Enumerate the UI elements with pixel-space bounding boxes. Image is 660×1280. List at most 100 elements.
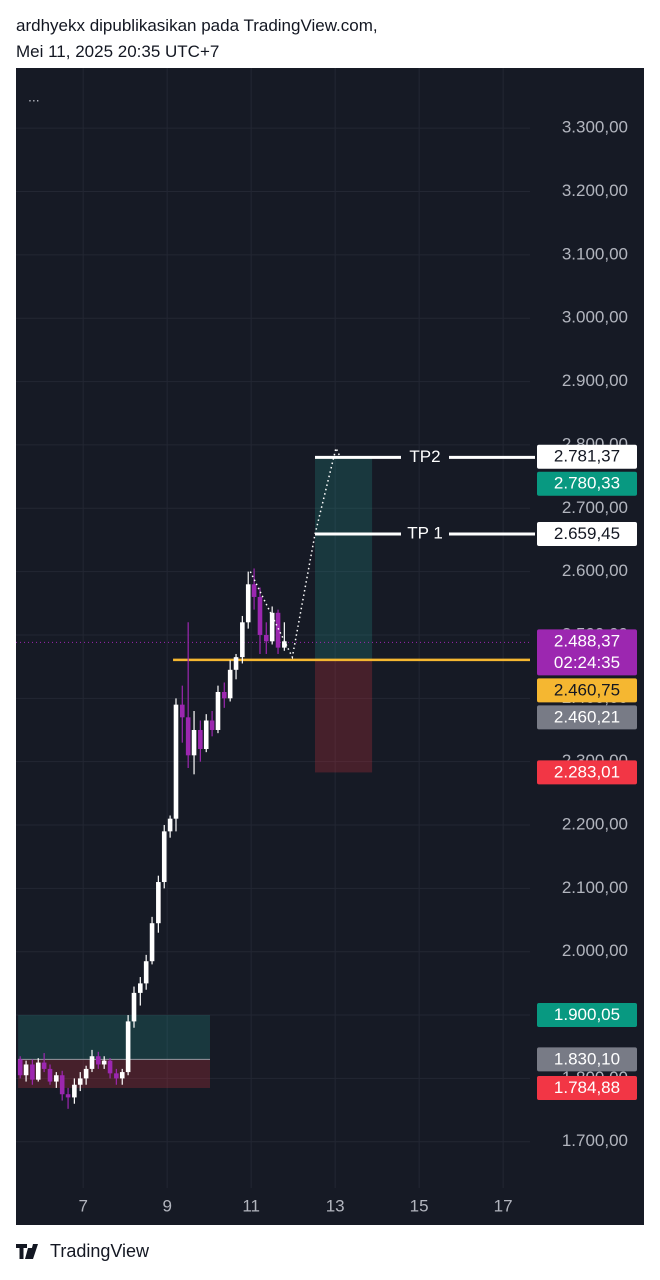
candle-body — [191, 729, 197, 756]
y-tick-label: 3.300,00 — [562, 118, 628, 137]
candle-body — [209, 720, 215, 730]
candle-body — [65, 1094, 71, 1098]
candle-body — [83, 1068, 89, 1079]
header-line: Mei 11, 2025 20:35 UTC+7 — [16, 42, 220, 61]
candle-body — [119, 1072, 125, 1079]
candle-body — [138, 983, 143, 993]
candle-body — [107, 1060, 113, 1074]
candle-body — [251, 584, 257, 597]
header-line: ardhyekx dipublikasikan pada TradingView… — [16, 16, 378, 35]
y-tick-label: 2.700,00 — [562, 498, 628, 517]
candle-body — [233, 657, 239, 670]
candle-body — [167, 818, 173, 832]
target-zone — [18, 1015, 211, 1060]
price-label-box — [537, 1047, 637, 1072]
candle-body — [149, 923, 155, 962]
candle-body — [185, 717, 191, 756]
candle-body — [41, 1062, 47, 1069]
candle-body — [47, 1068, 53, 1082]
price-label-box — [537, 678, 637, 703]
x-tick-label: 15 — [410, 1196, 429, 1215]
y-tick-label: 2.000,00 — [562, 941, 628, 960]
candle-body — [30, 1064, 35, 1080]
y-tick-label: 2.100,00 — [562, 878, 628, 897]
stop-zone — [18, 1059, 211, 1088]
y-tick-label: 2.200,00 — [562, 814, 628, 833]
candle-body — [59, 1075, 65, 1095]
price-label-sub: 02:24:35 — [554, 653, 620, 672]
y-tick-label: 3.200,00 — [562, 181, 628, 200]
price-label-box — [537, 629, 637, 676]
candle-body — [35, 1062, 41, 1080]
candle-body — [143, 961, 149, 984]
y-tick-label: 3.000,00 — [562, 308, 628, 327]
candle-body — [131, 992, 137, 1022]
y-tick-label: 3.100,00 — [562, 244, 628, 263]
x-tick-label: 11 — [242, 1196, 260, 1215]
candle-body — [17, 1059, 23, 1076]
projection — [249, 445, 341, 660]
candle-body — [275, 612, 281, 648]
target-label: TP2 — [409, 447, 440, 466]
candle-body — [203, 720, 209, 749]
candle-body — [161, 831, 167, 883]
price-label: 2.460,21 — [554, 707, 620, 726]
candle-body — [179, 704, 185, 718]
candle-body — [156, 882, 161, 924]
y-tick-label: 2.500,00 — [562, 624, 628, 643]
price-label-box — [537, 760, 637, 785]
candle-body — [173, 704, 179, 819]
x-tick-label: 17 — [494, 1196, 513, 1215]
x-tick-label: 7 — [78, 1196, 87, 1215]
price-label: 2.283,01 — [554, 762, 620, 781]
chart-panel — [16, 68, 644, 1225]
candle-body — [269, 612, 275, 642]
x-tick-label: 13 — [326, 1196, 345, 1215]
stop-zone — [314, 659, 373, 773]
candle-body — [215, 691, 221, 730]
y-tick-label: 1.900,00 — [562, 1005, 628, 1024]
target-zone — [314, 457, 373, 660]
price-label-box — [537, 1075, 637, 1100]
price-label: 2.460,75 — [554, 680, 620, 699]
candle-body — [114, 1073, 119, 1079]
candle-body — [198, 729, 203, 749]
candle-body — [77, 1078, 83, 1085]
candle-body — [96, 1056, 101, 1065]
candle-body — [54, 1075, 59, 1082]
price-label: 1.830,10 — [554, 1049, 620, 1068]
y-tick-label: 2.600,00 — [562, 561, 628, 580]
candle-body — [263, 634, 269, 642]
menu[interactable]: ... — [28, 89, 40, 105]
candle-body — [125, 1021, 131, 1073]
candle-body — [23, 1064, 29, 1076]
y-tick-label: 2.800,00 — [562, 434, 628, 453]
price-label: 1.900,05 — [554, 1005, 620, 1024]
price-label-box — [537, 471, 637, 496]
candle-body — [221, 691, 227, 699]
price-label-box — [537, 444, 637, 469]
y-tick-label: 2.300,00 — [562, 751, 628, 770]
y-tick-label: 1.700,00 — [562, 1131, 628, 1150]
candle-body — [227, 669, 233, 699]
candle-body — [257, 596, 263, 635]
price-label: 2.659,45 — [554, 524, 620, 543]
price-label: 1.784,88 — [554, 1078, 620, 1097]
candle-body — [72, 1084, 77, 1098]
candle-body — [101, 1060, 107, 1065]
y-tick-label: 2.900,00 — [562, 371, 628, 390]
brand: TradingView — [50, 1241, 150, 1261]
price-label-box — [537, 521, 637, 546]
candle-body — [89, 1056, 95, 1069]
y-tick-label: 2.400,00 — [562, 688, 628, 707]
candle-body — [282, 641, 287, 648]
y-tick-label: 1.800,00 — [562, 1068, 628, 1087]
x-tick-label: 9 — [162, 1196, 171, 1215]
price-label-box — [537, 705, 637, 730]
candle-body — [240, 622, 245, 658]
price-label: 2.488,37 — [554, 631, 620, 650]
price-label: 2.780,33 — [554, 474, 620, 493]
target-label: TP 1 — [407, 523, 443, 542]
